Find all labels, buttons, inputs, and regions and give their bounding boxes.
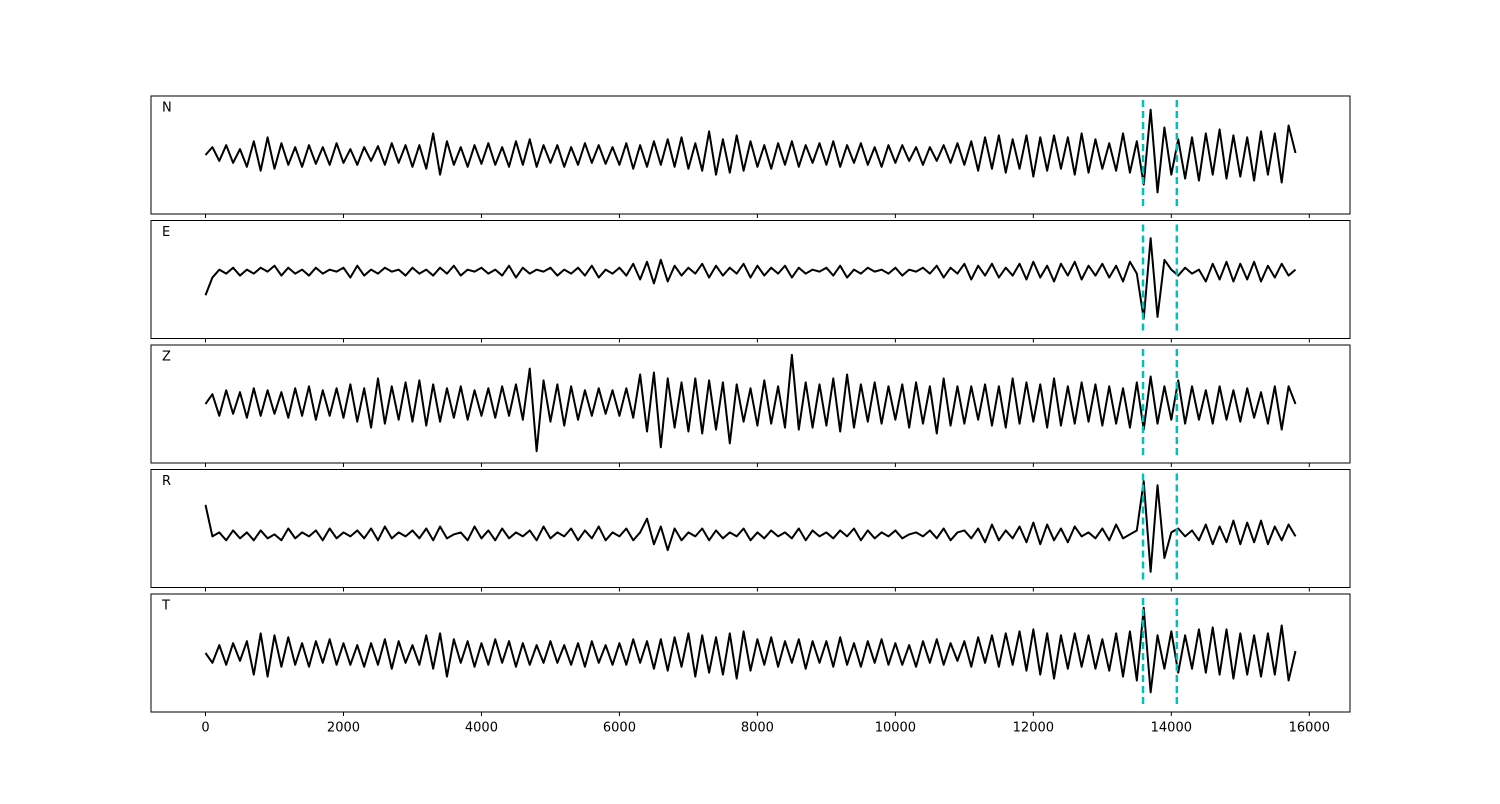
x-tick-label: 4000 bbox=[465, 721, 498, 736]
x-tick-label: 2000 bbox=[327, 721, 360, 736]
trace bbox=[204, 353, 1297, 453]
panel-label: T bbox=[161, 599, 170, 614]
trace bbox=[204, 108, 1297, 194]
panel-label: R bbox=[162, 474, 171, 489]
x-tick-label: 0 bbox=[201, 721, 209, 736]
x-tick-label: 10000 bbox=[875, 721, 916, 736]
panel-frame bbox=[150, 593, 1351, 713]
panel-label: Z bbox=[162, 350, 171, 365]
panel-frame bbox=[150, 344, 1351, 464]
x-tick-label: 8000 bbox=[741, 721, 774, 736]
panel-frame bbox=[150, 95, 1351, 215]
x-tick-label: 14000 bbox=[1151, 721, 1192, 736]
x-tick-label: 12000 bbox=[1013, 721, 1054, 736]
panel-frame bbox=[150, 220, 1351, 339]
x-tick-label: 6000 bbox=[603, 721, 636, 736]
panel-frame bbox=[150, 469, 1351, 588]
trace bbox=[204, 237, 1297, 320]
trace bbox=[204, 480, 1297, 573]
panel-label: E bbox=[162, 225, 170, 240]
x-tick-label: 16000 bbox=[1289, 721, 1330, 736]
panel-label: N bbox=[162, 101, 172, 116]
trace bbox=[204, 606, 1297, 694]
